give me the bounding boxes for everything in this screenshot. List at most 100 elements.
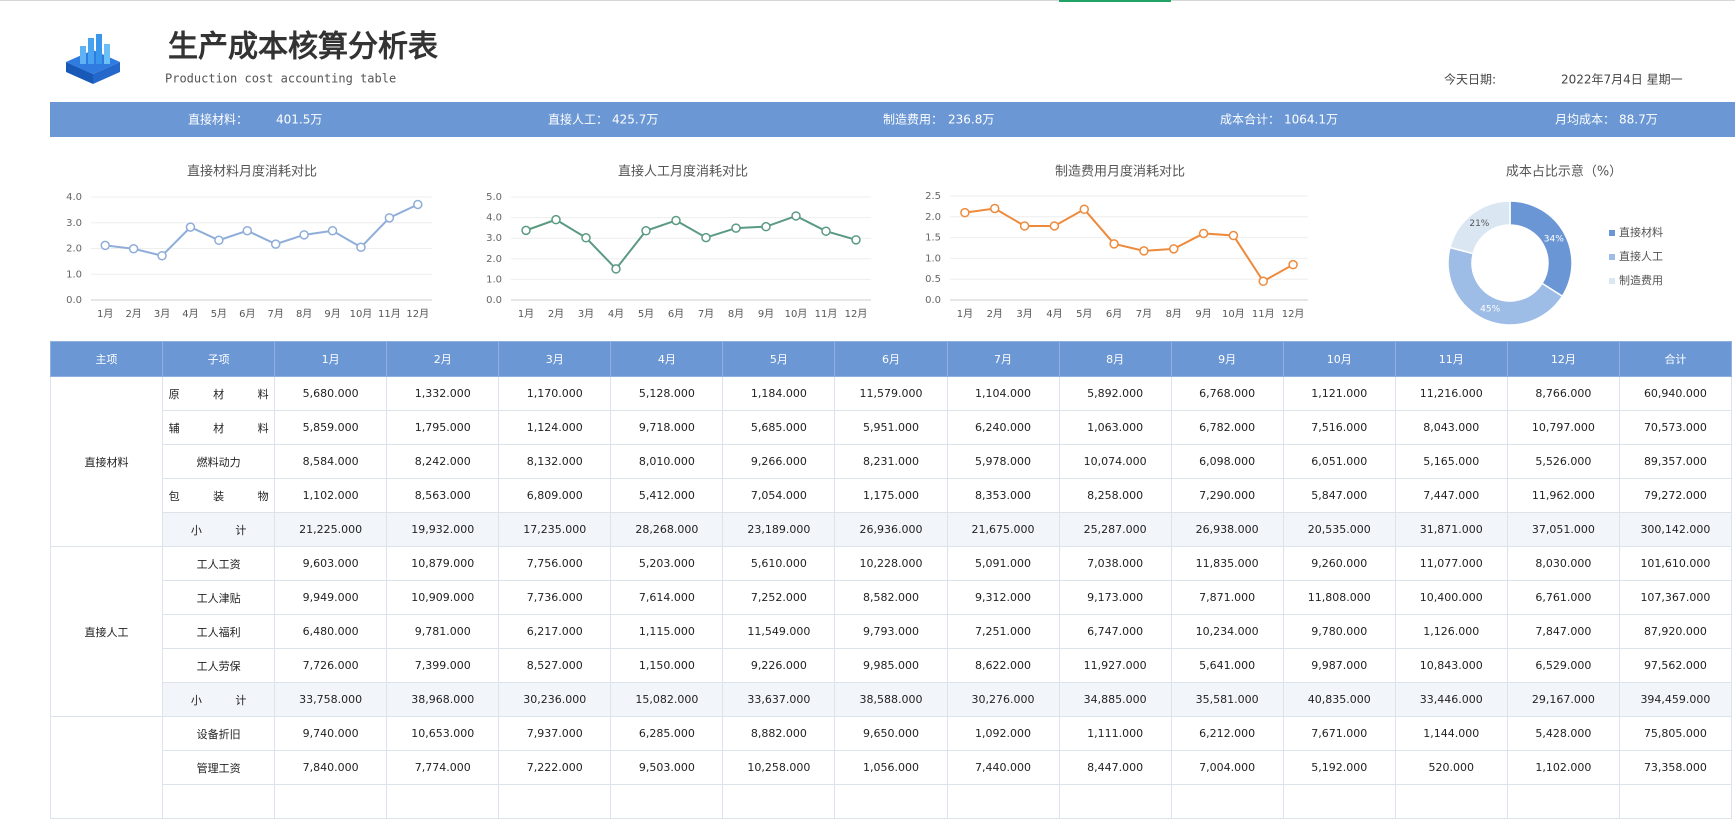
cell: 11,579.000 bbox=[834, 376, 948, 411]
cell: 5,203.000 bbox=[610, 546, 724, 581]
chart-title: 成本占比示意（%） bbox=[1506, 164, 1622, 180]
column-header: 子项 bbox=[162, 341, 276, 377]
x-tick-label: 7月 bbox=[268, 308, 284, 320]
point bbox=[791, 211, 801, 221]
cell: 6,529.000 bbox=[1506, 648, 1620, 683]
legend-label: 制造费用 bbox=[1619, 273, 1663, 287]
cell: 7,847.000 bbox=[1506, 614, 1620, 649]
x-tick-label: 6月 bbox=[239, 308, 255, 320]
cell: 7,614.000 bbox=[610, 580, 724, 615]
cell: 6,098.000 bbox=[1170, 444, 1284, 479]
cell: 7,054.000 bbox=[722, 478, 836, 513]
sub-item: 设备折旧 bbox=[162, 716, 276, 751]
cell: 75,805.000 bbox=[1618, 716, 1733, 751]
cell: 6,768.000 bbox=[1170, 376, 1284, 411]
x-tick-label: 10月 bbox=[1222, 308, 1245, 320]
table-row: 辅 材 料 5,859.000 1,795.000 1,124.000 9,718.00… bbox=[51, 410, 1733, 445]
cell: 5,428.000 bbox=[1506, 716, 1620, 751]
point bbox=[1228, 230, 1239, 241]
x-tick-label: 9月 bbox=[324, 308, 340, 320]
point bbox=[641, 226, 651, 236]
x-tick-label: 2月 bbox=[125, 308, 141, 320]
point bbox=[327, 225, 338, 236]
cell: 7,440.000 bbox=[946, 750, 1060, 785]
cell: 8,043.000 bbox=[1394, 410, 1508, 445]
cell: 8,584.000 bbox=[274, 444, 388, 479]
cell-empty bbox=[722, 784, 836, 819]
sub-item: 包 装 物 bbox=[162, 478, 276, 513]
cell: 7,671.000 bbox=[1282, 716, 1396, 751]
x-tick-label: 4月 bbox=[1046, 308, 1062, 320]
cell: 1,102.000 bbox=[1506, 750, 1620, 785]
dashboard-top: 生产成本核算分析表 Production cost accounting tab… bbox=[0, 0, 1735, 326]
y-tick-label: 2.0 bbox=[925, 212, 941, 223]
cell: 9,650.000 bbox=[834, 716, 948, 751]
y-tick-label: 2.0 bbox=[66, 244, 82, 255]
cell: 8,258.000 bbox=[1058, 478, 1172, 513]
cell-empty bbox=[834, 784, 948, 819]
summary-value: 88.7万 bbox=[1619, 113, 1658, 127]
cell-empty bbox=[1058, 784, 1172, 819]
cell: 5,165.000 bbox=[1394, 444, 1508, 479]
cell: 5,951.000 bbox=[834, 410, 948, 445]
cell: 7,038.000 bbox=[1058, 546, 1172, 581]
cell-empty bbox=[498, 784, 612, 819]
summary-label: 直接人工： bbox=[548, 112, 608, 127]
x-tick-label: 11月 bbox=[815, 308, 838, 320]
donut-slice bbox=[1509, 200, 1573, 298]
cell: 79,272.000 bbox=[1618, 478, 1733, 513]
cell: 26,936.000 bbox=[834, 512, 948, 547]
legend-swatch bbox=[1609, 230, 1615, 236]
x-tick-label: 9月 bbox=[1195, 308, 1211, 320]
cell: 5,192.000 bbox=[1282, 750, 1396, 785]
cost-table: 主项 子项 1月 2月 3月 4月 5月 6月 7月 8月 9月 10月 11月 12月 合计 直接材料原 材… bbox=[49, 341, 1733, 819]
x-tick-label: 12月 bbox=[406, 308, 429, 320]
cell: 31,871.000 bbox=[1394, 512, 1508, 547]
cell-empty bbox=[1506, 784, 1620, 819]
cell: 9,780.000 bbox=[1282, 614, 1396, 649]
x-tick-label: 8月 bbox=[1166, 308, 1182, 320]
cell: 33,758.000 bbox=[274, 682, 388, 717]
donut-slice bbox=[1449, 200, 1511, 255]
active-tab-indicator bbox=[1059, 0, 1171, 2]
point bbox=[1079, 204, 1089, 215]
cell: 8,882.000 bbox=[722, 716, 836, 751]
chart-title: 制造费用月度消耗对比 bbox=[1055, 164, 1185, 180]
point bbox=[356, 242, 366, 252]
point bbox=[671, 215, 681, 226]
x-tick-label: 2月 bbox=[548, 308, 564, 320]
cell: 1,184.000 bbox=[722, 376, 836, 411]
sub-item: 燃料动力 bbox=[162, 444, 276, 479]
cell: 7,004.000 bbox=[1170, 750, 1284, 785]
cell: 8,582.000 bbox=[834, 580, 948, 615]
sub-item: 小 计 bbox=[162, 682, 276, 717]
x-tick-label: 8月 bbox=[728, 308, 744, 320]
y-tick-label: 5.0 bbox=[486, 192, 502, 203]
point bbox=[157, 250, 167, 261]
cell: 19,932.000 bbox=[386, 512, 500, 547]
cell: 6,761.000 bbox=[1506, 580, 1620, 615]
group-name: 直接材料 bbox=[49, 376, 164, 547]
sub-item: 工人工资 bbox=[162, 546, 276, 581]
x-tick-label: 3月 bbox=[1016, 308, 1032, 320]
cell: 33,446.000 bbox=[1394, 682, 1508, 717]
cell-empty bbox=[386, 784, 500, 819]
summary-value: 1064.1万 bbox=[1284, 113, 1338, 127]
x-tick-label: 1月 bbox=[518, 308, 534, 320]
table-row: 设备折旧 9,740.000 10,653.000 7,937.000 6,285.00… bbox=[49, 716, 1733, 819]
x-tick-label: 7月 bbox=[698, 308, 714, 320]
cell: 25,287.000 bbox=[1058, 512, 1172, 547]
cell: 11,549.000 bbox=[722, 614, 836, 649]
table-row: 工人劳保 7,726.000 7,399.000 8,527.000 1,150.000… bbox=[51, 648, 1733, 683]
column-header: 12月 bbox=[1506, 341, 1620, 377]
summary-label: 成本合计： bbox=[1220, 112, 1280, 127]
cell: 7,290.000 bbox=[1170, 478, 1284, 513]
x-tick-label: 2月 bbox=[987, 308, 1003, 320]
column-header: 4月 bbox=[610, 341, 724, 377]
cell: 9,603.000 bbox=[274, 546, 388, 581]
point bbox=[128, 244, 139, 254]
line bbox=[964, 207, 1294, 283]
slice-label: 45% bbox=[1480, 304, 1500, 314]
cell: 8,030.000 bbox=[1506, 546, 1620, 581]
